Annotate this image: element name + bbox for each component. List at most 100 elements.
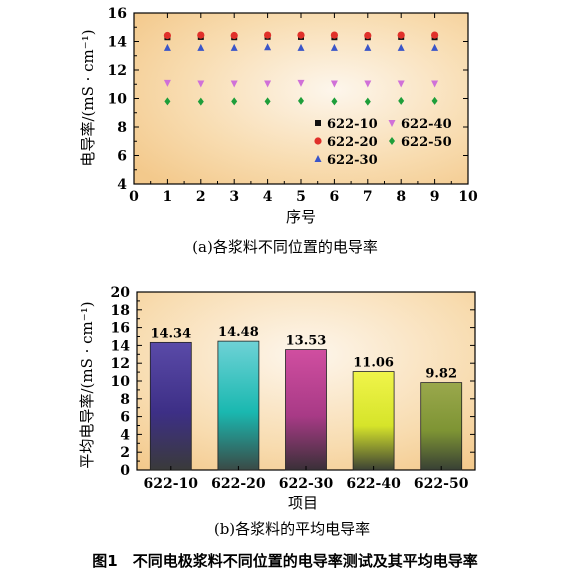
chart-a-y-tick-label: 16 [108, 6, 127, 22]
chart-b-bar-622-10 [149, 341, 192, 471]
chart-a-point-622-20 [364, 31, 372, 40]
chart-a-points [163, 31, 439, 106]
chart-a-point-622-40 [297, 79, 305, 87]
chart-a-legend-marker-622-50 [389, 137, 395, 145]
chart-a-legend-marker-622-10 [315, 120, 321, 126]
chart-a-point-622-40 [330, 80, 338, 88]
chart-b-x-axis-label: 项目 [288, 494, 318, 512]
chart-a-point-622-50 [197, 97, 204, 106]
chart-b-y-tick-label: 10 [111, 374, 131, 390]
chart-a-x-tick-label: 6 [330, 189, 340, 205]
chart-b-bar-622-50 [420, 382, 463, 471]
chart-a-point-622-40 [163, 79, 171, 87]
chart-b-value-label: 13.53 [286, 334, 327, 349]
chart-b-caption: (b)各浆料的平均电导率 [214, 520, 370, 538]
chart-b-y-tick-label: 14 [111, 338, 131, 354]
chart-b-bar-622-30 [285, 349, 327, 471]
chart-a-point-622-20 [297, 31, 305, 39]
chart-b-category-label: 622-30 [279, 476, 334, 492]
chart-a-x-tick-label: 2 [196, 189, 206, 205]
chart-b-y-tick-label: 16 [111, 321, 130, 337]
chart-a-point-622-50 [298, 96, 304, 105]
chart-a-point-622-40 [431, 80, 439, 88]
chart-a-legend-label: 622-50 [401, 135, 452, 150]
chart-a-legend: 622-10 622-20 622-30 622-40 622-50 [314, 117, 452, 168]
chart-a-x-tick-label: 10 [458, 189, 478, 205]
chart-a-x-tick-label: 5 [296, 189, 306, 205]
chart-b-y-tick-label: 4 [120, 427, 130, 443]
chart-a-point-622-30 [330, 43, 338, 51]
chart-b-value-label: 14.48 [218, 325, 259, 340]
chart-b-category-label: 622-40 [346, 476, 401, 492]
chart-a-y-tick-label: 6 [117, 149, 127, 165]
chart-b-category-label: 622-50 [414, 476, 469, 492]
chart-a-point-622-20 [431, 31, 439, 39]
chart-a-x-tick-label: 0 [129, 189, 139, 205]
chart-a-point-622-40 [364, 80, 372, 88]
chart-b-y-tick-label: 0 [120, 463, 130, 479]
chart-a-point-622-40 [230, 80, 238, 88]
chart-a-point-622-30 [297, 43, 305, 51]
chart-b-value-label: 9.82 [425, 367, 457, 382]
chart-b-y-tick-label: 12 [111, 356, 130, 372]
chart-a-x-tick-label: 4 [263, 189, 273, 205]
chart-a-x-tick-label: 9 [430, 189, 440, 205]
chart-a-point-622-30 [163, 43, 171, 51]
chart-a-point-622-20 [197, 31, 205, 39]
chart-a-y-tick-label: 14 [108, 35, 128, 51]
chart-b-y-tick-label: 6 [120, 410, 130, 426]
chart-a-y-tick-label: 10 [108, 92, 128, 108]
chart-a-point-622-30 [264, 43, 272, 51]
chart-b-value-label: 11.06 [353, 356, 394, 371]
chart-a-legend-marker-622-40 [388, 120, 396, 127]
chart-a-y-tick-label: 12 [108, 63, 127, 79]
chart-a-legend-marker-622-30 [314, 155, 322, 162]
chart-a-x-tick-label: 3 [229, 189, 239, 205]
chart-b-y-tick-label: 2 [120, 445, 130, 461]
chart-b-bar-622-40 [352, 371, 395, 471]
chart-a-x-axis-label: 序号 [286, 208, 316, 226]
chart-b-category-label: 622-10 [144, 476, 199, 492]
chart-a-x-tick-label: 7 [363, 189, 373, 205]
chart-a-point-622-30 [197, 43, 205, 51]
chart-a-caption: (a)各浆料不同位置的电导率 [192, 238, 378, 256]
chart-a-point-622-30 [431, 43, 439, 51]
chart-a-legend-label: 622-10 [327, 117, 378, 132]
chart-a-point-622-20 [264, 31, 272, 39]
chart-a-y-tick-label: 8 [117, 120, 127, 136]
chart-a-point-622-40 [264, 80, 272, 88]
chart-a-legend-label: 622-40 [401, 117, 452, 132]
chart-a-point-622-40 [397, 80, 405, 88]
chart-b-value-label: 14.34 [150, 326, 191, 341]
chart-b-y-tick-label: 20 [111, 285, 131, 301]
chart-b-y-tick-label: 18 [111, 303, 130, 319]
chart-a-point-622-50 [364, 97, 371, 106]
chart-a-point-622-20 [230, 31, 238, 40]
chart-b-bar-622-20 [217, 340, 260, 471]
chart-b-y-tick-label: 8 [120, 392, 130, 408]
chart-a-point-622-20 [397, 31, 405, 39]
chart-a-x-tick-label: 1 [163, 189, 173, 205]
chart-b-ticks: 622-10 622-20 622-30 622-40 622-50 0 2 46 8 10 12 1… [111, 285, 475, 492]
chart-a-point-622-50 [164, 97, 171, 106]
chart-b-y-axis-label: 平均电导率/(mS · cm⁻¹) [78, 301, 96, 468]
chart-a-point-622-50 [331, 97, 338, 106]
chart-a-legend-label: 622-30 [327, 153, 378, 168]
chart-b-category-label: 622-20 [211, 476, 266, 492]
chart-a-point-622-30 [397, 43, 405, 51]
chart-a-point-622-50 [231, 97, 238, 106]
chart-a-point-622-50 [264, 97, 271, 106]
chart-a-point-622-30 [230, 43, 238, 51]
chart-a-point-622-40 [197, 80, 205, 88]
chart-a-point-622-50 [398, 96, 405, 105]
chart-a-x-tick-label: 8 [396, 189, 406, 205]
chart-a-point-622-30 [364, 43, 372, 51]
chart-a-point-622-20 [163, 31, 171, 40]
chart-a-y-axis-label: 电导率/(mS · cm⁻¹) [79, 29, 97, 166]
chart-a-y-tick-label: 4 [117, 177, 127, 193]
chart-a-legend-marker-622-20 [314, 137, 322, 145]
